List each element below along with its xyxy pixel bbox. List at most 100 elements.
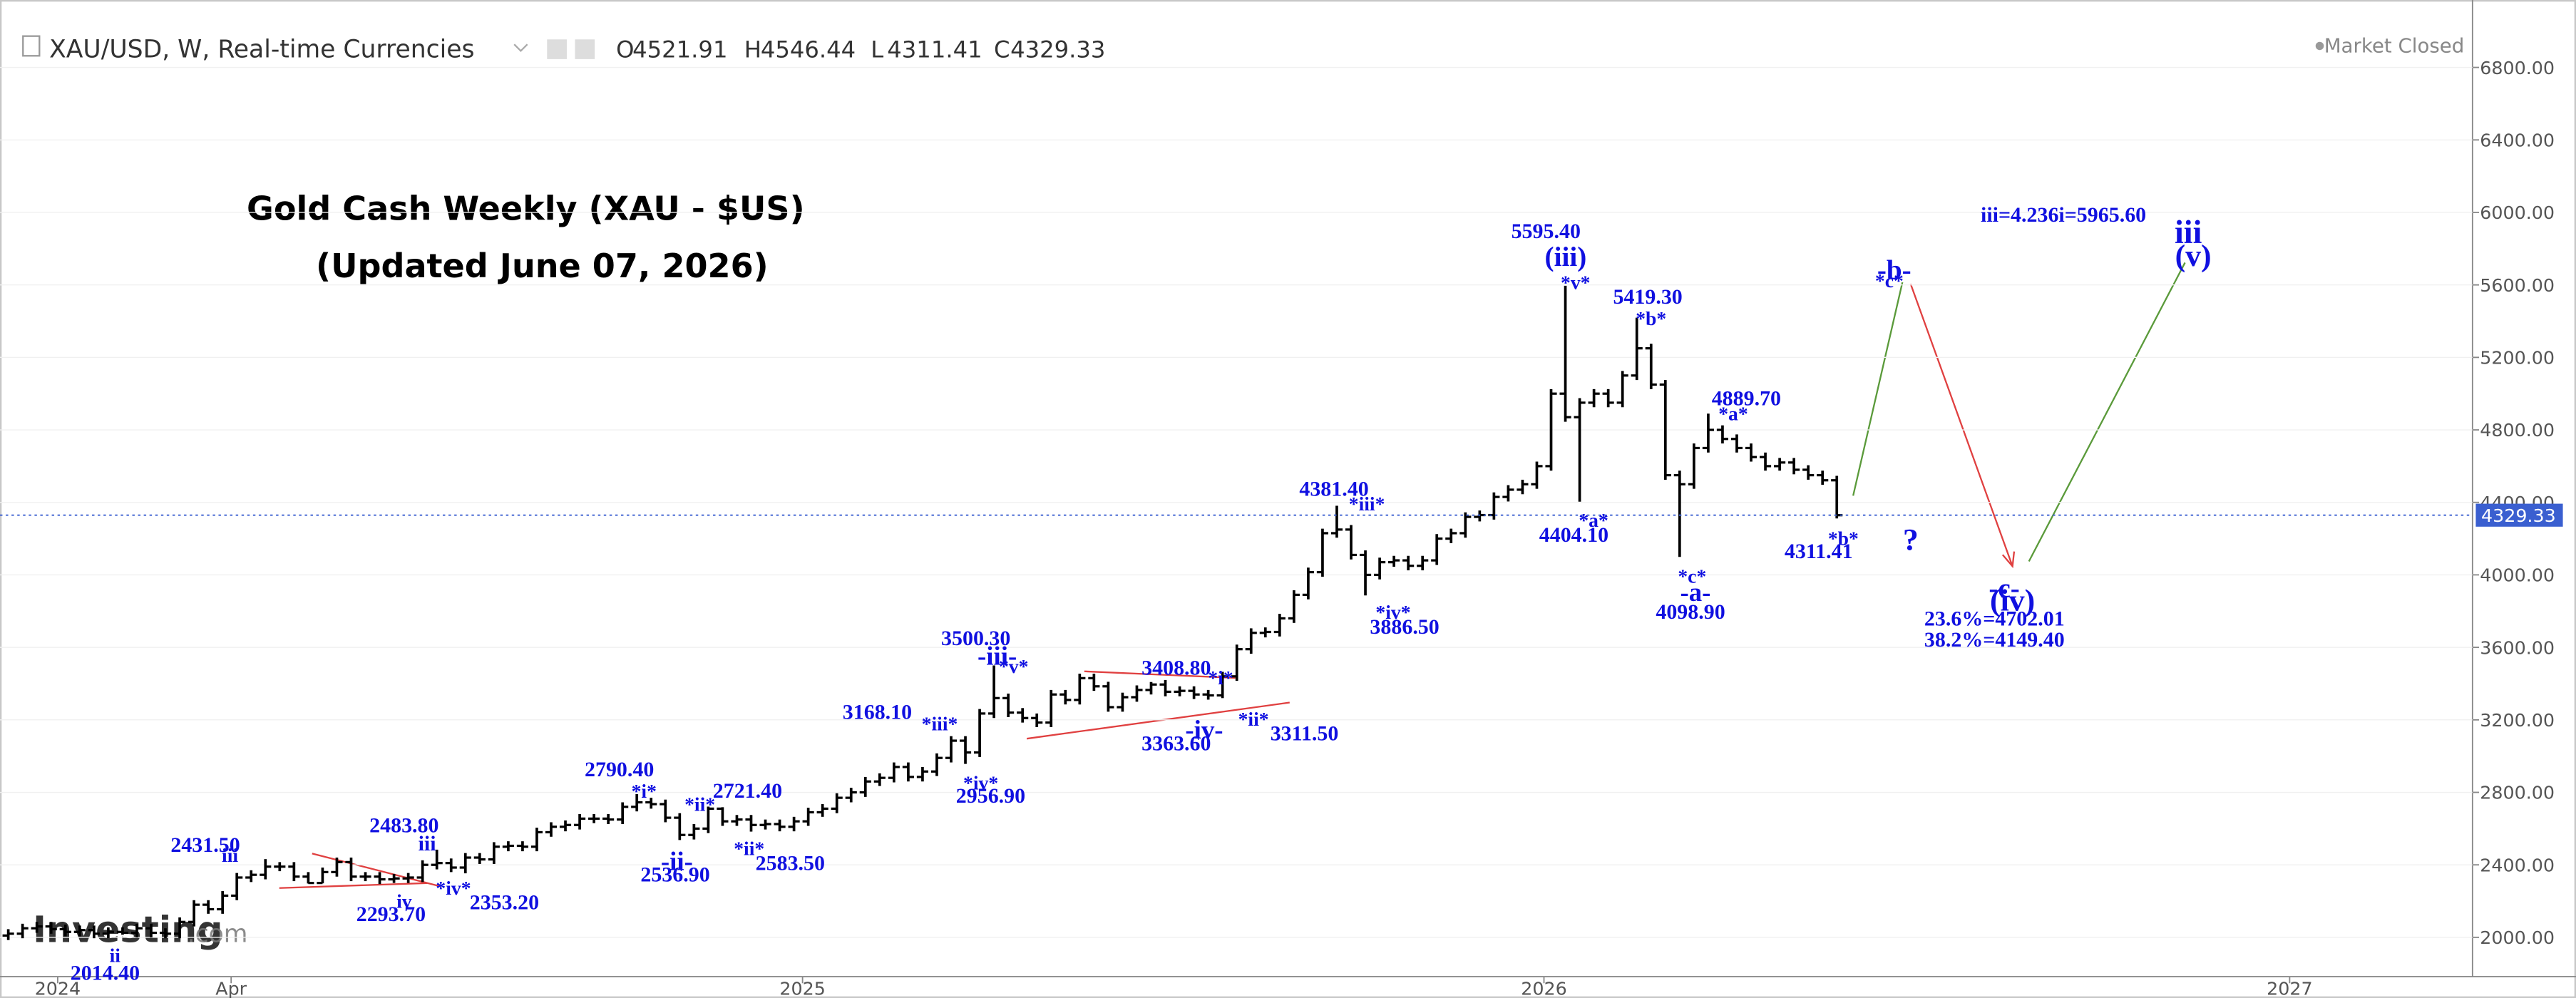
- wave-annotation: iv: [396, 890, 412, 912]
- wave-annotation: 3408.80: [1141, 656, 1211, 679]
- wave-annotation: *c*: [1678, 565, 1706, 587]
- projection-line: [1909, 283, 2013, 567]
- wave-annotation: 2431.50: [170, 833, 240, 857]
- wave-annotation: 5595.40: [1512, 220, 1581, 243]
- wave-annotation: 38.2%=4149.40: [1924, 628, 2065, 652]
- y-tick-label: 2000.00: [2480, 927, 2555, 948]
- x-tick-label: Apr: [215, 977, 247, 998]
- wave-annotation: 3886.50: [1370, 615, 1439, 639]
- y-tick-label: 4000.00: [2480, 565, 2555, 586]
- trend-line: [312, 853, 441, 888]
- y-tick-label: 6400.00: [2480, 129, 2555, 150]
- wave-annotation: ?: [1903, 523, 1919, 557]
- wave-annotation: 2583.50: [756, 851, 825, 875]
- x-tick-label: 2027: [2267, 977, 2312, 998]
- wave-annotation: (iv): [1990, 584, 2035, 618]
- ohlc-letter: L: [871, 36, 883, 63]
- symbol-label: XAU/USD, W, Real-time Currencies: [49, 36, 474, 64]
- wave-annotation: 3363.60: [1141, 731, 1211, 755]
- y-tick-label: 5200.00: [2480, 347, 2555, 369]
- wave-annotation: 4404.10: [1539, 523, 1608, 547]
- chart-title: Gold Cash Weekly (XAU - $US): [247, 190, 805, 228]
- wave-annotation: 4311.41: [1785, 540, 1853, 563]
- ohlc-letter: H: [744, 36, 761, 63]
- market-status: Market Closed: [2324, 34, 2465, 58]
- wave-annotation: -iii-: [977, 642, 1017, 671]
- x-tick-label: 2026: [1521, 977, 1566, 998]
- watermark: .com: [188, 920, 248, 949]
- wave-annotation: iii: [2175, 214, 2202, 250]
- wave-annotation: *iv*: [1375, 601, 1410, 623]
- wave-annotation: *i*: [1208, 667, 1233, 689]
- wave-annotation: 5419.30: [1613, 285, 1682, 309]
- settings-icon[interactable]: [547, 39, 567, 59]
- x-tick-label: 2024: [35, 977, 81, 998]
- wave-annotation: iii=4.236i=5965.60: [1981, 203, 2146, 227]
- wave-annotation: *ii*: [734, 838, 764, 860]
- wave-annotation: (v): [2175, 239, 2212, 273]
- y-tick-label: 6800.00: [2480, 57, 2555, 78]
- wave-annotation: 2014.40: [71, 962, 140, 985]
- status-dot: [2315, 41, 2324, 51]
- projection-line: [2028, 262, 2186, 562]
- wave-annotation: *ii*: [1238, 708, 1269, 730]
- wave-annotation: *v*: [999, 655, 1028, 677]
- trend-line: [279, 882, 428, 889]
- wave-annotation: (iii): [1545, 242, 1587, 272]
- wave-annotation: *a*: [1579, 509, 1608, 531]
- wave-annotation: 2483.80: [369, 813, 438, 837]
- wave-annotation: 3168.10: [843, 701, 912, 724]
- trend-line: [1084, 670, 1236, 679]
- ohlc-value: 4311.41: [887, 36, 982, 63]
- wave-annotation: *b*: [1636, 307, 1666, 329]
- last-price-label: 4329.33: [2481, 505, 2556, 526]
- wave-annotation: 4889.70: [1712, 387, 1781, 411]
- ohlc-letter: O: [616, 36, 634, 63]
- wave-annotation: 23.6%=4702.01: [1924, 607, 2065, 630]
- wave-annotation: 2353.20: [470, 891, 539, 915]
- wave-annotation: 3311.50: [1271, 721, 1339, 745]
- dropdown-icon[interactable]: [513, 43, 528, 53]
- wave-annotation: 4381.40: [1299, 477, 1368, 500]
- ohlc-value: 4546.44: [761, 36, 856, 63]
- wave-annotation: -iv-: [1185, 715, 1223, 744]
- wave-annotation: iii: [222, 844, 238, 866]
- wave-annotation: *v*: [1561, 271, 1590, 293]
- wave-annotation: *ii*: [684, 793, 715, 816]
- wave-annotation: -c-: [1989, 573, 2019, 604]
- wave-annotation: 2536.90: [640, 863, 709, 887]
- settings-icon[interactable]: [575, 39, 595, 59]
- wave-annotation: *a*: [1718, 402, 1748, 424]
- wave-annotation: -a-: [1680, 577, 1710, 607]
- wave-annotation: *iv*: [436, 877, 471, 899]
- y-tick-label: 2800.00: [2480, 782, 2555, 803]
- wave-annotation: -ii-: [661, 846, 693, 875]
- wave-annotation: 2293.70: [356, 902, 426, 926]
- ohlc-value: 4521.91: [632, 36, 727, 63]
- arrow-head: [2001, 551, 2016, 569]
- y-tick-label: 6000.00: [2480, 202, 2555, 223]
- x-tick-label: 2025: [779, 977, 825, 998]
- wave-annotation: *b*: [1828, 527, 1859, 549]
- y-tick-label: 5600.00: [2480, 274, 2555, 296]
- wave-annotation: iii: [419, 832, 436, 855]
- wave-annotation: 2956.90: [956, 784, 1025, 808]
- symbol-icon: [22, 35, 41, 57]
- wave-annotation: ii: [110, 944, 121, 966]
- last-price-tag: [2475, 503, 2563, 527]
- ohlc-bars: [2, 285, 1843, 940]
- wave-annotation: 2790.40: [585, 758, 654, 781]
- ohlc-value: 4329.33: [1010, 36, 1105, 63]
- wave-annotation: 2721.40: [713, 779, 782, 803]
- wave-annotation: *iii*: [922, 713, 958, 735]
- trend-line: [1026, 701, 1290, 740]
- wave-annotation: 3500.30: [941, 627, 1010, 650]
- wave-annotation: *i*: [632, 780, 657, 802]
- chart-subtitle: (Updated June 07, 2026): [316, 247, 769, 285]
- wave-annotation: *c*: [1875, 269, 1904, 292]
- wave-annotation: *iii*: [1349, 493, 1385, 515]
- projection-line: [1852, 282, 1904, 496]
